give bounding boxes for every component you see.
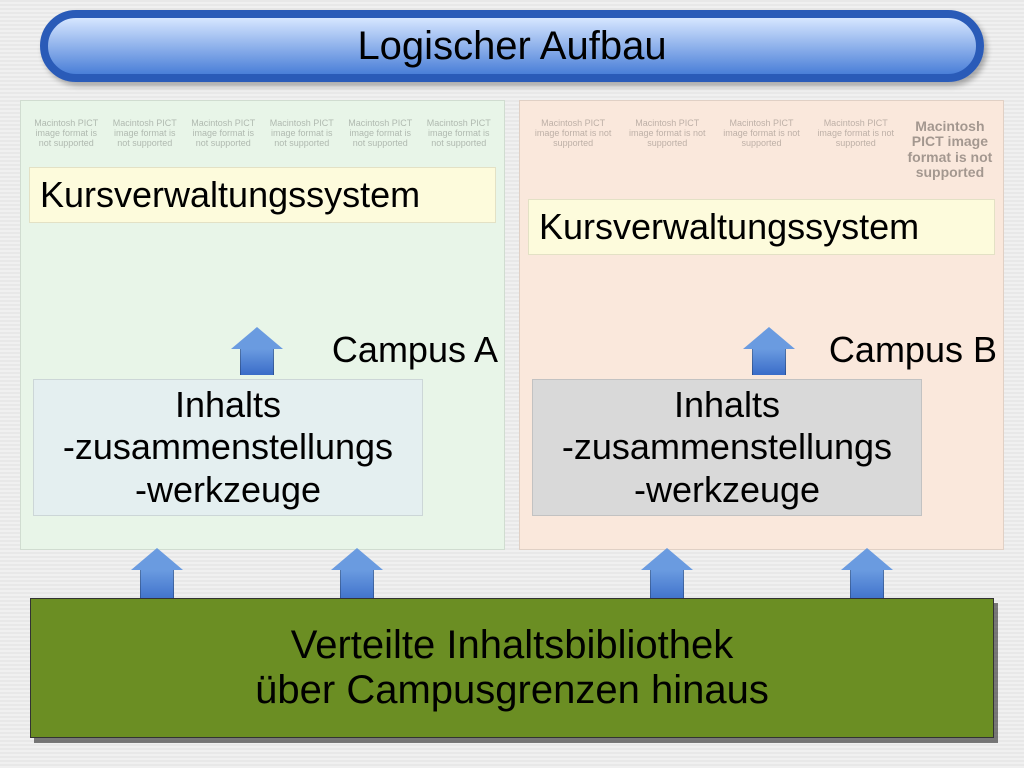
title-text: Logischer Aufbau bbox=[357, 24, 666, 69]
arrow-up-icon bbox=[650, 548, 684, 604]
campus-a-label: Campus A bbox=[332, 329, 498, 371]
kurs-label: Kursverwaltungssystem bbox=[539, 206, 919, 247]
pict-placeholder: Macintosh PICT image format is not suppo… bbox=[186, 119, 261, 149]
title-bar: Logischer Aufbau bbox=[40, 10, 984, 82]
pict-placeholder: Macintosh PICT image format is not suppo… bbox=[716, 119, 806, 181]
section-campus-b: Macintosh PICT image format is not suppo… bbox=[519, 100, 1004, 550]
inhalts-line: -zusammenstellungs bbox=[543, 426, 911, 468]
inhalts-line: -werkzeuge bbox=[44, 469, 412, 511]
kurs-box-b: Kursverwaltungssystem bbox=[528, 199, 995, 255]
inhalts-line: Inhalts bbox=[44, 384, 412, 426]
inhalts-box-b: Inhalts -zusammenstellungs -werkzeuge bbox=[532, 379, 922, 516]
pict-placeholder: Macintosh PICT image format is not suppo… bbox=[528, 119, 618, 181]
section-campus-a: Macintosh PICT image format is not suppo… bbox=[20, 100, 505, 550]
pict-placeholder-row: Macintosh PICT image format is not suppo… bbox=[21, 101, 504, 161]
footer-line2: über Campusgrenzen hinaus bbox=[255, 668, 769, 713]
kurs-label: Kursverwaltungssystem bbox=[40, 174, 420, 215]
kurs-box-a: Kursverwaltungssystem bbox=[29, 167, 496, 223]
pict-placeholder: Macintosh PICT image format is not suppo… bbox=[343, 119, 418, 149]
inhalts-line: -werkzeuge bbox=[543, 469, 911, 511]
pict-placeholder: Macintosh PICT image format is not suppo… bbox=[905, 119, 995, 181]
arrow-up-icon bbox=[140, 548, 174, 604]
pict-placeholder: Macintosh PICT image format is not suppo… bbox=[422, 119, 497, 149]
pict-placeholder: Macintosh PICT image format is not suppo… bbox=[622, 119, 712, 181]
pict-placeholder: Macintosh PICT image format is not suppo… bbox=[811, 119, 901, 181]
pict-placeholder-row: Macintosh PICT image format is not suppo… bbox=[520, 101, 1003, 193]
inhalts-line: Inhalts bbox=[543, 384, 911, 426]
pict-placeholder: Macintosh PICT image format is not suppo… bbox=[29, 119, 104, 149]
arrow-up-icon bbox=[752, 327, 786, 375]
arrow-up-icon bbox=[340, 548, 374, 604]
pict-placeholder: Macintosh PICT image format is not suppo… bbox=[265, 119, 340, 149]
pict-placeholder: Macintosh PICT image format is not suppo… bbox=[108, 119, 183, 149]
inhalts-line: -zusammenstellungs bbox=[44, 426, 412, 468]
inhalts-box-a: Inhalts -zusammenstellungs -werkzeuge bbox=[33, 379, 423, 516]
campus-b-label: Campus B bbox=[829, 329, 997, 371]
footer-line1: Verteilte Inhaltsbibliothek bbox=[291, 623, 734, 668]
footer-box: Verteilte Inhaltsbibliothek über Campusg… bbox=[30, 598, 994, 738]
arrow-up-icon bbox=[850, 548, 884, 604]
arrow-up-icon bbox=[240, 327, 274, 375]
